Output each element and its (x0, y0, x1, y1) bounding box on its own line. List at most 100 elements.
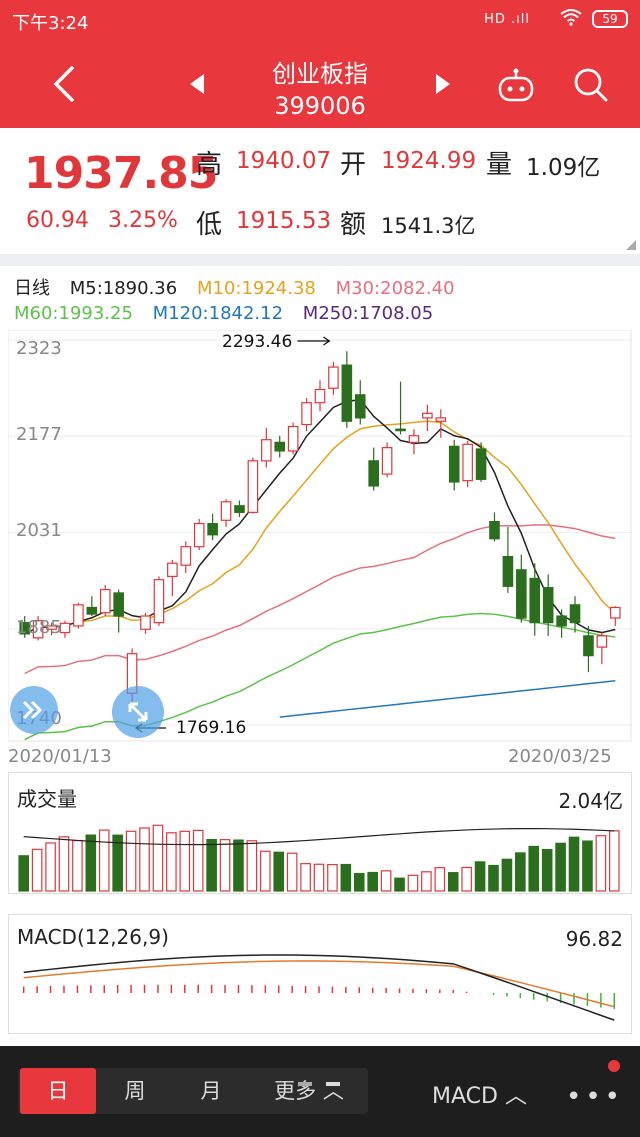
volume-bar (260, 850, 271, 892)
signal-icon: HD .ıll (484, 12, 530, 27)
zoom-out-button[interactable] (10, 686, 58, 734)
ma60-label: M60:1993.25 (14, 303, 133, 324)
volume-bar (488, 864, 499, 892)
search-icon[interactable] (572, 66, 610, 104)
candle-body (529, 577, 541, 624)
volume-bar (528, 845, 540, 892)
ma10-label: M10:1924.38 (196, 278, 316, 299)
candle-body (542, 587, 554, 624)
index-name: 创业板指 (272, 60, 368, 88)
y-tick-label: 1885 (16, 617, 62, 638)
candle-body (99, 589, 111, 614)
volume-bar (407, 874, 419, 892)
candle-body (73, 604, 84, 627)
volume-bar (166, 832, 177, 892)
candle-body (448, 445, 460, 483)
candle-body (354, 394, 366, 419)
volume-bar (192, 829, 204, 892)
macd-dif-line (23, 954, 615, 1021)
candle-body (569, 604, 581, 624)
candle-body (462, 443, 473, 482)
candle-body (261, 439, 272, 462)
low-value: 1915.53 (236, 208, 332, 234)
volume-bar (608, 830, 620, 892)
volume-panel[interactable]: 成交量 2.04亿 (8, 772, 632, 894)
macd-panel[interactable]: MACD(12,26,9) 96.82 (8, 914, 632, 1034)
candle-body (489, 521, 500, 540)
volume-bar (313, 863, 325, 892)
candle-body (86, 606, 98, 615)
candle-body (596, 635, 608, 648)
volume-bar (233, 839, 244, 892)
candle-body (46, 625, 57, 630)
robot-assistant-icon[interactable] (496, 68, 536, 104)
expand-arrows-icon (128, 702, 148, 722)
price-change-pct: 3.25% (108, 208, 178, 233)
tab-week[interactable]: 周 (124, 1079, 146, 1103)
candle-body (153, 579, 165, 624)
next-stock-icon[interactable] (436, 74, 450, 94)
candle-body (19, 622, 31, 635)
period-tabs: 日 周 月 更多 ︿ (18, 1068, 368, 1114)
candle-body (274, 441, 286, 452)
volume-bar (568, 836, 580, 892)
price-change: 60.94 (26, 208, 89, 233)
candle-body (180, 546, 192, 566)
volume-bar (273, 851, 285, 892)
kline-chart[interactable]: 2323 2177 2031 1885 1740 2293.46 1769.16 (8, 330, 632, 742)
quote-panel: 1937.85 60.94 3.25% 高 1940.07 开 1924.99 … (0, 128, 640, 254)
volume-value: 1.09亿 (526, 155, 601, 181)
volume-bar (501, 858, 513, 892)
end-date: 2020/03/25 (508, 746, 612, 767)
ma250-label: M250:1708.05 (302, 303, 434, 324)
volume-bar (286, 852, 298, 892)
candle-body (556, 615, 567, 627)
y-tick-label: 2323 (16, 338, 62, 359)
volume-title: 成交量 (17, 787, 77, 811)
tab-month[interactable]: 月 (200, 1079, 222, 1103)
volume-bar (112, 834, 123, 892)
volume-bar (72, 839, 83, 892)
tab-day[interactable]: 日 (20, 1068, 96, 1114)
amount-label: 额 (340, 210, 367, 240)
ma30-label: M30:2082.40 (335, 278, 455, 299)
open-value: 1924.99 (381, 148, 477, 174)
volume-bar (300, 863, 311, 892)
candle-body (502, 556, 514, 587)
macd-title: MACD(12,26,9) (17, 925, 169, 949)
low-label: 低 (196, 210, 223, 240)
volume-bar (421, 871, 432, 892)
wifi-icon (560, 9, 582, 26)
period-label: 日线 (14, 278, 50, 299)
prev-stock-icon[interactable] (190, 74, 204, 94)
battery-icon: 59 (592, 10, 628, 28)
volume-bar (246, 840, 258, 892)
zoom-in-button[interactable] (112, 686, 164, 738)
indicator-selector[interactable]: MACD ︿ (432, 1084, 527, 1109)
ma-legend-row-2: M60:1993.25 M120:1842.12 M250:1708.05 (14, 303, 447, 324)
status-bar: 下午3:24 HD .ıll 59 (0, 0, 640, 40)
volume-value-label: 2.04亿 (558, 789, 623, 813)
ma120-label: M120:1842.12 (152, 303, 284, 324)
volume-bar (595, 835, 607, 892)
candle-body (381, 447, 393, 475)
volume-label: 量 (486, 150, 513, 180)
kline-svg (8, 330, 632, 742)
volume-bar (367, 871, 378, 892)
min-price-label: 1769.16 (176, 718, 247, 738)
candle-body (422, 412, 433, 419)
expand-corner-icon[interactable] (626, 240, 636, 250)
back-arrow-icon[interactable] (48, 64, 82, 104)
tab-more[interactable]: 更多 ︿ (274, 1079, 344, 1103)
candle-body (59, 622, 71, 634)
volume-bar (18, 855, 30, 892)
volume-bar (555, 842, 566, 892)
divider (0, 254, 640, 266)
start-date: 2020/01/13 (8, 746, 112, 767)
more-options-icon[interactable]: ••• (566, 1082, 625, 1112)
high-value: 1940.07 (236, 148, 332, 174)
volume-bar (139, 827, 150, 892)
max-arrow-head (323, 336, 331, 346)
candle-body (516, 569, 527, 619)
